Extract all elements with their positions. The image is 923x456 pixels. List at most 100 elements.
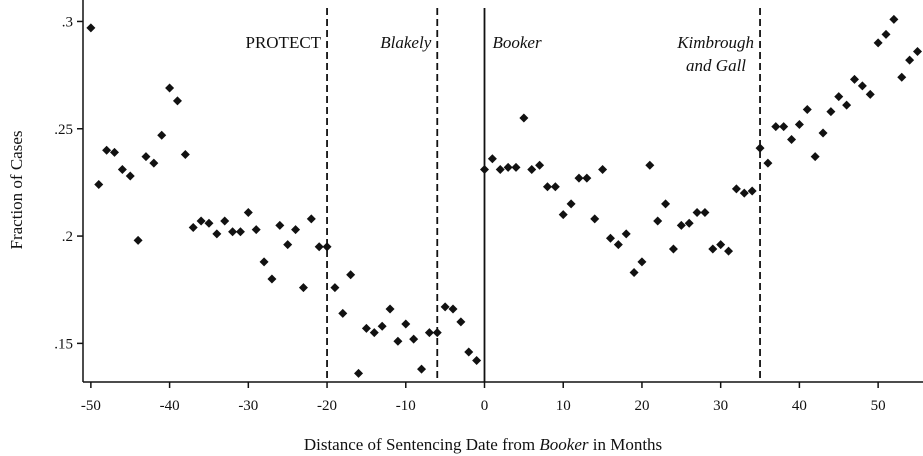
reference-label: and Gall	[686, 56, 746, 75]
point	[787, 134, 797, 144]
point	[204, 218, 214, 228]
y-tick-label: .3	[62, 14, 73, 30]
x-axis-title-part: in Months	[588, 435, 662, 454]
point	[361, 323, 371, 333]
reference-label: Kimbrough	[676, 33, 754, 52]
point	[700, 207, 710, 217]
point	[354, 368, 364, 378]
point	[850, 74, 860, 84]
point	[857, 81, 867, 91]
point	[842, 100, 852, 110]
point	[338, 308, 348, 318]
point	[125, 171, 135, 181]
point	[314, 242, 324, 252]
x-tick-label: -20	[317, 398, 337, 414]
point	[259, 257, 269, 267]
point	[157, 130, 167, 140]
point	[645, 160, 655, 170]
point	[385, 304, 395, 314]
point	[755, 143, 765, 153]
point	[826, 107, 836, 117]
point	[94, 180, 104, 190]
point	[409, 334, 419, 344]
x-tick-label: -40	[160, 398, 180, 414]
point	[377, 321, 387, 331]
point	[322, 242, 332, 252]
point	[165, 83, 175, 93]
point	[283, 240, 293, 250]
point	[558, 210, 568, 220]
point	[448, 304, 458, 314]
point	[109, 147, 119, 157]
reference-label: PROTECT	[245, 33, 321, 52]
point	[228, 227, 238, 237]
point	[432, 328, 442, 338]
point	[519, 113, 529, 123]
y-tick-label: .15	[54, 336, 73, 352]
point	[779, 122, 789, 132]
point	[637, 257, 647, 267]
point	[739, 188, 749, 198]
x-axis-title: Distance of Sentencing Date from Booker …	[304, 435, 662, 454]
point	[763, 158, 773, 168]
point	[613, 240, 623, 250]
point	[724, 246, 734, 256]
point	[180, 150, 190, 160]
point	[818, 128, 828, 138]
point	[550, 182, 560, 192]
point	[574, 173, 584, 183]
y-tick-label: .2	[62, 229, 73, 245]
point	[582, 173, 592, 183]
y-tick-label: .25	[54, 122, 73, 138]
point	[905, 55, 915, 65]
point	[834, 92, 844, 102]
point	[102, 145, 112, 155]
point	[479, 165, 489, 175]
point	[716, 240, 726, 250]
x-tick-label: 20	[634, 398, 649, 414]
x-tick-label: 30	[713, 398, 728, 414]
point	[393, 336, 403, 346]
point	[912, 47, 922, 57]
point	[291, 225, 301, 235]
x-tick-label: -50	[81, 398, 101, 414]
point	[440, 302, 450, 312]
point	[472, 356, 482, 366]
point	[369, 328, 379, 338]
point	[629, 268, 639, 278]
point	[605, 233, 615, 243]
point	[117, 165, 127, 175]
reference-label: Blakely	[380, 33, 431, 52]
point	[298, 283, 308, 293]
point	[873, 38, 883, 48]
point	[731, 184, 741, 194]
point	[889, 14, 899, 24]
point	[251, 225, 261, 235]
point	[424, 328, 434, 338]
point	[511, 162, 521, 172]
point	[275, 220, 285, 230]
point	[172, 96, 182, 106]
x-axis-title-part: Distance of Sentencing Date from	[304, 435, 540, 454]
x-tick-label: 0	[481, 398, 489, 414]
point	[149, 158, 159, 168]
point	[708, 244, 718, 254]
point	[598, 165, 608, 175]
point	[621, 229, 631, 239]
point	[897, 72, 907, 82]
point	[346, 270, 356, 280]
x-tick-label: 50	[871, 398, 886, 414]
point	[692, 207, 702, 217]
x-tick-label: 10	[556, 398, 571, 414]
point	[747, 186, 757, 196]
point	[495, 165, 505, 175]
point	[267, 274, 277, 284]
x-tick-label: -10	[396, 398, 416, 414]
point	[306, 214, 316, 224]
point	[212, 229, 222, 239]
point	[794, 119, 804, 129]
point	[676, 220, 686, 230]
point	[235, 227, 245, 237]
point	[653, 216, 663, 226]
